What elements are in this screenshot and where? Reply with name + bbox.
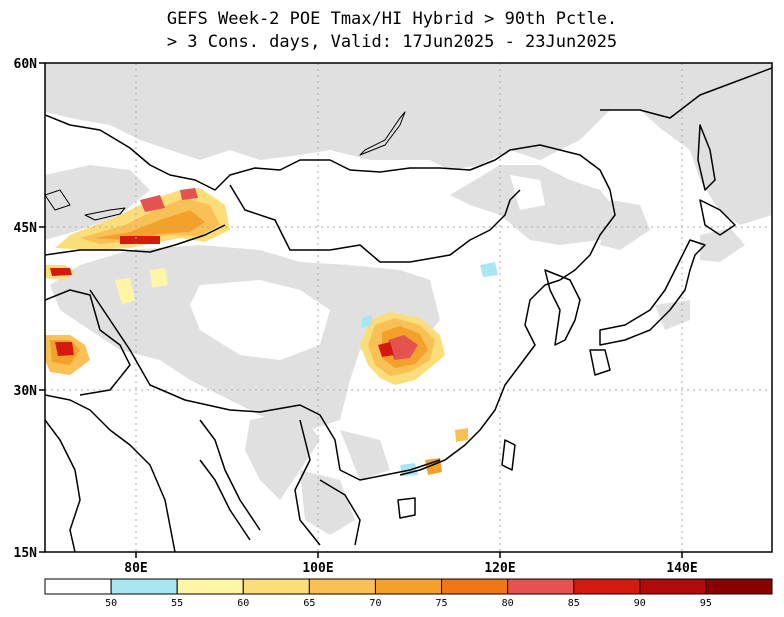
legend-labels: 50 55 60 65 70 75 80 85 90 95 xyxy=(105,598,712,609)
legend-swatch xyxy=(110,578,178,595)
white-regions xyxy=(190,175,545,360)
lat-label-45n: 45N xyxy=(14,221,38,236)
legend-label: 85 xyxy=(568,598,580,609)
country-borders xyxy=(45,114,616,552)
legend-swatch xyxy=(573,578,641,595)
legend-label: 95 xyxy=(700,598,712,609)
map-title-line-2: > 3 Cons. days, Valid: 17Jun2025 - 23Jun… xyxy=(166,32,618,52)
legend-label: 65 xyxy=(303,598,315,609)
lat-label-60n: 60N xyxy=(14,57,38,72)
legend-swatch xyxy=(441,578,509,595)
legend-label: 75 xyxy=(436,598,448,609)
lon-label-80e: 80E xyxy=(124,561,147,576)
heat-probability-blobs xyxy=(45,188,498,476)
legend-label: 50 xyxy=(105,598,117,609)
legend-label: 80 xyxy=(502,598,514,609)
lat-label-30n: 30N xyxy=(14,384,38,399)
legend-swatch xyxy=(705,578,773,595)
graticule xyxy=(45,63,772,552)
legend-swatch xyxy=(308,578,376,595)
axis-ticks xyxy=(39,62,683,558)
coastlines xyxy=(45,67,772,552)
legend-swatch xyxy=(176,578,244,595)
lon-label-140e: 140E xyxy=(666,561,697,576)
map-content xyxy=(45,63,772,552)
legend-swatch xyxy=(374,578,443,595)
lon-label-100e: 100E xyxy=(302,561,333,576)
legend-swatch xyxy=(44,578,112,595)
legend-label: 90 xyxy=(634,598,646,609)
legend-label: 60 xyxy=(237,598,249,609)
legend-swatch xyxy=(507,578,575,595)
legend-colorbar xyxy=(44,578,773,595)
lon-label-120e: 120E xyxy=(484,561,515,576)
map-border xyxy=(44,62,773,553)
lat-label-15n: 15N xyxy=(14,546,38,561)
map-title-line-1: GEFS Week-2 POE Tmax/HI Hybrid > 90th Pc… xyxy=(166,9,618,29)
legend-label: 55 xyxy=(171,598,183,609)
legend-swatch xyxy=(639,578,707,595)
legend-label: 70 xyxy=(369,598,381,609)
legend-swatch xyxy=(242,578,310,595)
